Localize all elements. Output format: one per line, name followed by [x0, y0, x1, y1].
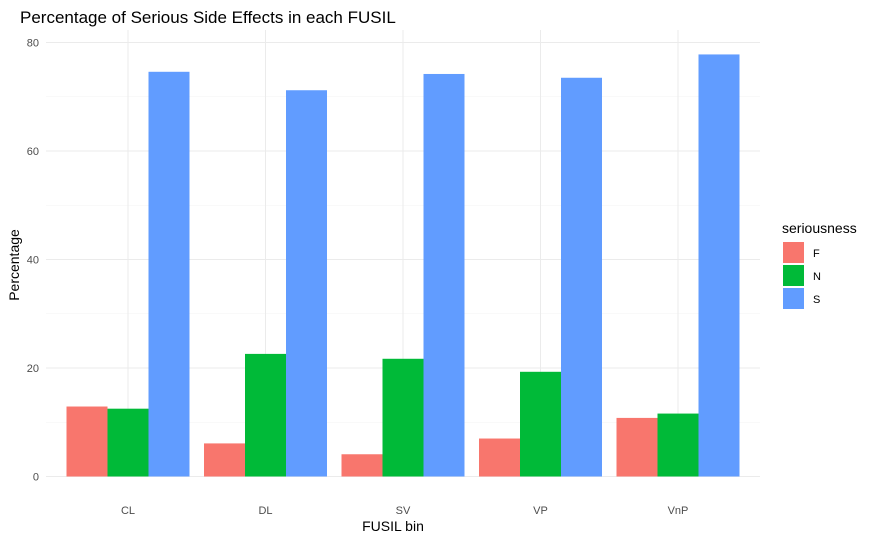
bar-CL-F — [66, 406, 108, 477]
bar-CL-S — [148, 71, 190, 477]
y-axis-title: Percentage — [6, 229, 22, 301]
legend-key-F — [783, 242, 804, 263]
x-tick-label: VP — [533, 505, 548, 517]
x-axis-ticks: CL DL SV VP VnP — [121, 505, 688, 517]
bar-VnP-N — [657, 413, 699, 477]
bar-SV-F — [341, 454, 383, 477]
bar-VnP-F — [616, 417, 658, 477]
bar-DL-N — [245, 353, 286, 477]
bars — [66, 54, 740, 477]
legend-label-F: F — [813, 248, 820, 260]
bar-VnP-S — [698, 54, 740, 477]
y-tick-label: 40 — [27, 255, 39, 267]
chart-title: Percentage of Serious Side Effects in ea… — [20, 8, 396, 27]
bar-VP-S — [561, 77, 602, 477]
y-tick-label: 20 — [27, 363, 39, 375]
legend-label-S: S — [813, 294, 820, 306]
y-tick-label: 80 — [27, 38, 39, 50]
bar-SV-N — [382, 358, 424, 477]
x-tick-label: VnP — [668, 505, 689, 517]
bar-VP-N — [520, 371, 561, 477]
legend-key-S — [783, 288, 804, 309]
x-tick-label: DL — [258, 505, 272, 517]
y-tick-label: 60 — [27, 146, 39, 158]
legend-title: seriousness — [782, 220, 857, 236]
bar-CL-N — [107, 408, 149, 477]
y-tick-label: 0 — [33, 472, 39, 484]
bar-DL-S — [286, 90, 327, 477]
x-axis-title: FUSIL bin — [362, 518, 424, 534]
bar-VP-F — [479, 438, 520, 477]
legend-key-N — [783, 265, 804, 286]
bar-SV-S — [423, 73, 465, 477]
bar-DL-F — [204, 443, 245, 477]
x-tick-label: CL — [121, 505, 135, 517]
legend: seriousness FNS — [782, 220, 857, 309]
y-axis-ticks: 0 20 40 60 80 — [27, 38, 39, 484]
x-tick-label: SV — [396, 505, 411, 517]
legend-label-N: N — [813, 271, 821, 283]
